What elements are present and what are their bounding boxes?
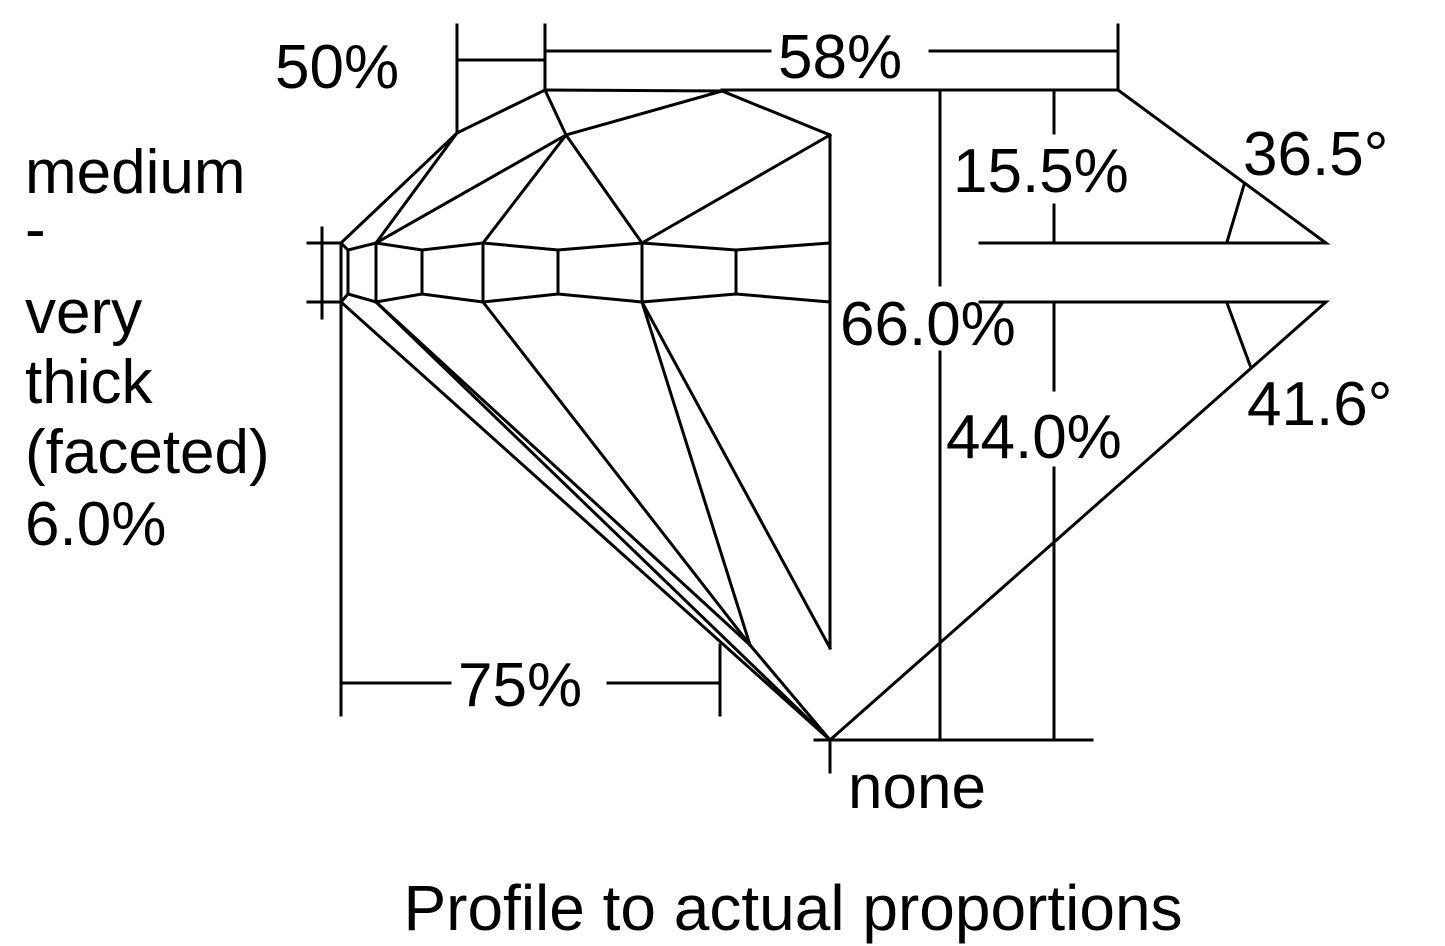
pavilion-depth-label: 44.0% (946, 403, 1122, 472)
girdle-label: medium - very thick (faceted) 6.0% (25, 138, 270, 559)
pavilion-angle-label: 41.6° (1247, 370, 1392, 439)
diamond-outline (338, 87, 1331, 743)
total-depth-label: 66.0% (840, 290, 1016, 359)
crown-angle-label: 36.5° (1243, 120, 1388, 189)
culet-label: none (848, 753, 986, 822)
dimension-lines (306, 23, 1120, 774)
girdle-line: - (25, 195, 46, 264)
girdle-line: medium (25, 138, 246, 207)
lower-half-label: 50% (275, 33, 399, 102)
star-length-label: 75% (458, 651, 582, 720)
table-label: 58% (778, 23, 902, 92)
girdle-line: 6.0% (25, 490, 166, 559)
crown-height-label: 15.5% (953, 137, 1129, 206)
girdle-line: thick (25, 348, 153, 417)
diagram-title: Profile to actual proportions (403, 872, 1182, 944)
girdle-line: very (25, 278, 142, 347)
girdle-line: (faceted) (25, 418, 270, 487)
